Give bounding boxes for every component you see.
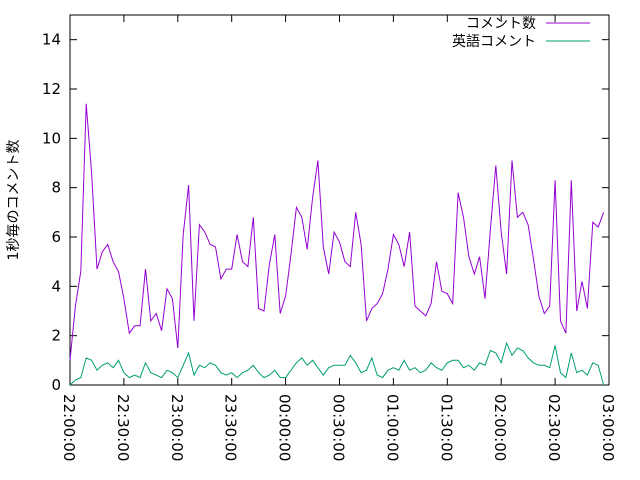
x-tick-label: 00:00:00	[276, 394, 294, 461]
x-tick-label: 22:30:00	[114, 394, 132, 461]
series-line-english	[69, 341, 605, 386]
x-tick-label: 02:30:00	[545, 394, 563, 461]
x-tick-label: 01:30:00	[437, 394, 455, 461]
series-line-comments	[69, 103, 605, 361]
x-tick-label: 22:00:00	[60, 394, 78, 461]
x-tick-label: 23:00:00	[168, 394, 186, 461]
x-tick-label: 01:00:00	[383, 394, 401, 461]
y-tick-label: 4	[51, 277, 61, 295]
x-tick-label: 00:30:00	[330, 394, 348, 461]
y-tick-label: 2	[51, 327, 61, 345]
x-tick-label: 03:00:00	[599, 394, 617, 461]
x-tick-label: 02:00:00	[491, 394, 509, 461]
legend-label-comments: コメント数	[466, 16, 536, 32]
y-tick-label: 10	[42, 129, 61, 147]
y-tick-label: 8	[51, 179, 61, 197]
plot-frame	[69, 14, 610, 386]
x-tick-label: 23:30:00	[222, 394, 240, 461]
y-tick-label: 6	[51, 228, 61, 246]
y-tick-label: 0	[51, 376, 61, 394]
legend: コメント数 英語コメント	[452, 16, 590, 50]
legend-label-english: 英語コメント	[452, 33, 536, 50]
y-tick-label: 12	[42, 80, 61, 98]
axis-ticks: 0 2 4 6 8 10 12 14 22:00:00 22:30:00 23:00:00 23:30…	[42, 15, 617, 461]
y-tick-label: 14	[42, 31, 61, 49]
series-layer	[69, 103, 605, 386]
y-axis-title: 1秒毎のコメント数	[6, 140, 22, 261]
